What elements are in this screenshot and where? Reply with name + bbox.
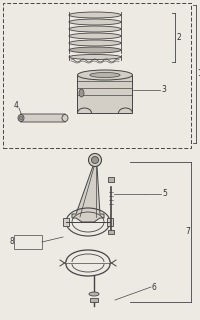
Bar [107, 230, 113, 234]
Polygon shape [90, 298, 98, 302]
Text: 5: 5 [161, 189, 166, 198]
Ellipse shape [69, 47, 120, 53]
Ellipse shape [19, 116, 22, 120]
Bar [63, 218, 69, 226]
Ellipse shape [69, 40, 120, 46]
Ellipse shape [77, 70, 132, 80]
Text: 2: 2 [176, 33, 181, 42]
Bar [3, 3, 190, 148]
Text: 6: 6 [151, 283, 156, 292]
Text: 7: 7 [184, 228, 189, 236]
Bar [14, 235, 42, 249]
Ellipse shape [88, 154, 101, 166]
Ellipse shape [69, 19, 120, 25]
Text: 3: 3 [160, 85, 165, 94]
Ellipse shape [89, 73, 120, 77]
Ellipse shape [69, 26, 120, 32]
Polygon shape [72, 166, 103, 222]
Ellipse shape [79, 89, 84, 97]
Text: 8: 8 [10, 237, 15, 246]
Ellipse shape [62, 115, 68, 122]
Ellipse shape [69, 54, 120, 60]
Ellipse shape [69, 12, 120, 18]
Ellipse shape [89, 292, 99, 296]
Bar [107, 177, 113, 182]
Bar [77, 75, 132, 113]
FancyBboxPatch shape [20, 114, 65, 122]
Text: 4: 4 [14, 101, 19, 110]
Ellipse shape [18, 115, 24, 122]
Ellipse shape [91, 156, 98, 164]
Ellipse shape [69, 33, 120, 39]
Text: 1: 1 [196, 69, 200, 78]
Bar [106, 218, 112, 226]
